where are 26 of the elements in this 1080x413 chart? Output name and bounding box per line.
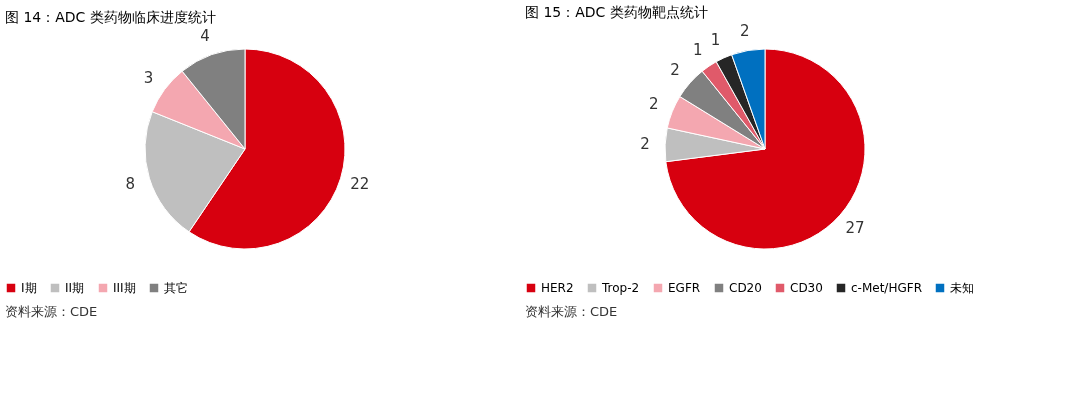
legend-label: c-Met/HGFR [851, 281, 922, 295]
chart-title: 图 15：ADC 类药物靶点统计 [525, 3, 708, 20]
legend-label: CD20 [729, 281, 762, 295]
data-label: 22 [350, 175, 370, 194]
data-label: 2 [640, 134, 650, 153]
legend-label: II期 [65, 281, 85, 295]
legend-label: III期 [113, 281, 136, 295]
data-label: 1 [693, 40, 703, 59]
text: 资料来源：CDE [5, 304, 98, 319]
data-label: 2 [670, 60, 680, 79]
legend-label: I期 [21, 281, 37, 295]
legend-label: EGFR [668, 281, 701, 295]
legend-label: CD30 [790, 281, 823, 295]
legend-label: Trop-2 [601, 281, 640, 295]
data-label: 4 [200, 26, 210, 45]
legend-label: HER2 [541, 281, 574, 295]
chart-title: 图 14：ADC 类药物临床进度统计 [5, 8, 216, 25]
data-label: 27 [845, 219, 865, 238]
legend-label: 其它 [164, 281, 188, 295]
data-label: 2 [739, 21, 750, 40]
data-label: 8 [125, 175, 136, 194]
text: 资料来源：CDE [525, 304, 618, 319]
legend-label: 未知 [950, 281, 974, 295]
data-label: 2 [648, 95, 659, 114]
data-label: 3 [143, 68, 154, 87]
data-label: 1 [710, 30, 721, 49]
